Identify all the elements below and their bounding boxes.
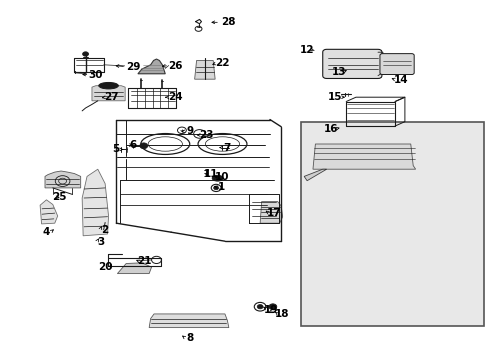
Text: 21: 21 bbox=[137, 256, 151, 266]
Polygon shape bbox=[138, 59, 165, 74]
Circle shape bbox=[140, 143, 147, 149]
Polygon shape bbox=[45, 171, 81, 188]
FancyBboxPatch shape bbox=[322, 49, 381, 78]
Text: 8: 8 bbox=[186, 333, 193, 343]
Text: 17: 17 bbox=[266, 208, 281, 218]
Text: 13: 13 bbox=[331, 67, 346, 77]
Text: 23: 23 bbox=[199, 130, 213, 140]
Text: 6: 6 bbox=[129, 140, 136, 150]
Text: 11: 11 bbox=[203, 169, 218, 179]
Text: 12: 12 bbox=[299, 45, 313, 55]
Text: 29: 29 bbox=[125, 62, 140, 72]
Polygon shape bbox=[92, 86, 125, 101]
Text: 30: 30 bbox=[88, 69, 102, 80]
Ellipse shape bbox=[99, 82, 118, 89]
Text: 10: 10 bbox=[215, 172, 229, 182]
Circle shape bbox=[268, 304, 276, 310]
Circle shape bbox=[257, 305, 263, 309]
Text: 18: 18 bbox=[274, 309, 289, 319]
Text: 7: 7 bbox=[223, 143, 231, 153]
Text: 27: 27 bbox=[104, 92, 119, 102]
Polygon shape bbox=[82, 169, 108, 236]
Polygon shape bbox=[149, 314, 228, 328]
Text: 24: 24 bbox=[167, 92, 182, 102]
Text: 3: 3 bbox=[98, 237, 104, 247]
Polygon shape bbox=[40, 200, 58, 224]
Text: 28: 28 bbox=[221, 17, 236, 27]
Circle shape bbox=[82, 52, 88, 56]
Text: 15: 15 bbox=[327, 92, 342, 102]
Text: 2: 2 bbox=[102, 225, 108, 235]
Text: 25: 25 bbox=[52, 192, 67, 202]
Text: 14: 14 bbox=[393, 75, 407, 85]
Text: 5: 5 bbox=[112, 144, 119, 154]
Text: 16: 16 bbox=[324, 124, 338, 134]
Polygon shape bbox=[194, 60, 215, 79]
Text: 9: 9 bbox=[186, 126, 193, 136]
Text: 1: 1 bbox=[218, 182, 224, 192]
FancyBboxPatch shape bbox=[379, 54, 413, 75]
Text: 20: 20 bbox=[98, 262, 113, 272]
Bar bbox=[300, 122, 483, 326]
Text: 4: 4 bbox=[42, 227, 50, 237]
Text: 19: 19 bbox=[264, 305, 278, 315]
Ellipse shape bbox=[212, 175, 223, 181]
Circle shape bbox=[213, 186, 218, 190]
Polygon shape bbox=[312, 144, 415, 169]
Polygon shape bbox=[117, 263, 151, 274]
Polygon shape bbox=[304, 169, 326, 181]
Polygon shape bbox=[260, 202, 282, 223]
Text: 26: 26 bbox=[167, 60, 182, 71]
Text: 22: 22 bbox=[215, 58, 229, 68]
